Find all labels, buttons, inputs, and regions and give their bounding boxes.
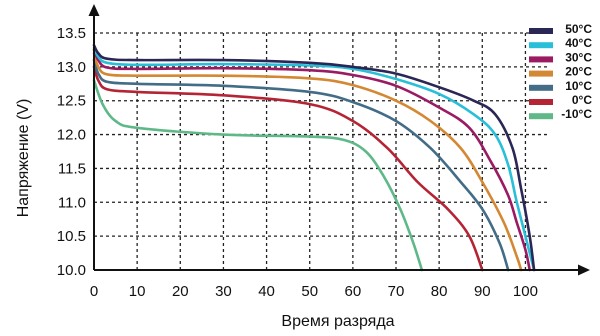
series-line-minus-10c [92,79,424,272]
x-tick-label: 10 [129,283,146,300]
y-axis-arrow-icon [88,4,100,16]
legend-swatch-10c [529,84,553,91]
y-tick-label: 13.0 [57,59,86,76]
x-axis-title: Время разряда [281,313,394,330]
x-tick-label: 30 [215,283,232,300]
x-tick-label: 60 [345,283,362,300]
legend-label-50c: 50°C [565,22,592,36]
series-line-0c [92,65,484,272]
x-tick-label: 80 [431,283,448,300]
series-line-20c [92,52,523,272]
x-tick-label: 100 [513,283,538,300]
x-tick-label: 70 [388,283,405,300]
legend-swatch-minus-10c [529,113,553,120]
y-tick-label: 12.5 [57,93,86,110]
y-tick-label: 11.0 [58,194,86,211]
y-tick-label: 10.0 [57,262,86,279]
legend-label-minus-10c: -10°C [561,107,592,121]
legend-label-0c: 0°C [572,93,592,107]
legend-label-40c: 40°C [565,36,592,50]
legend: 50°C40°C30°C20°C10°C0°C-10°C [529,22,592,121]
series-lines [92,43,536,272]
x-tick-label: 0 [90,283,98,300]
legend-swatch-30c [529,56,553,63]
y-tick-label: 13.5 [57,25,86,42]
y-tick-label: 10.5 [57,228,86,245]
series-line-10c [92,58,510,272]
legend-swatch-40c [529,42,553,49]
x-axis-arrow-icon [578,264,590,276]
series-line-30c [92,48,531,272]
legend-swatch-50c [529,28,553,34]
x-tick-label: 40 [258,283,275,300]
series-line-40c [92,46,536,272]
legend-swatch-0c [529,99,553,105]
legend-label-10c: 10°C [565,79,592,93]
y-axis-title: Напряжение (V) [15,99,32,218]
legend-label-20c: 20°C [565,65,592,79]
x-tick-label: 50 [301,283,318,300]
y-tick-label: 12.0 [57,127,86,144]
y-tick-label: 11.5 [58,160,86,177]
y-tick-labels: 10.0 10.5 11.0 11.5 12.0 12.5 13.0 13.5 [57,25,86,279]
x-tick-labels: 0 10 20 30 40 50 60 70 80 90 100 [90,283,538,300]
legend-swatch-20c [529,70,553,77]
x-tick-label: 20 [172,283,189,300]
x-tick-label: 90 [474,283,491,300]
series-line-50c [92,43,536,272]
legend-label-30c: 30°C [565,50,592,64]
axes [88,4,590,276]
